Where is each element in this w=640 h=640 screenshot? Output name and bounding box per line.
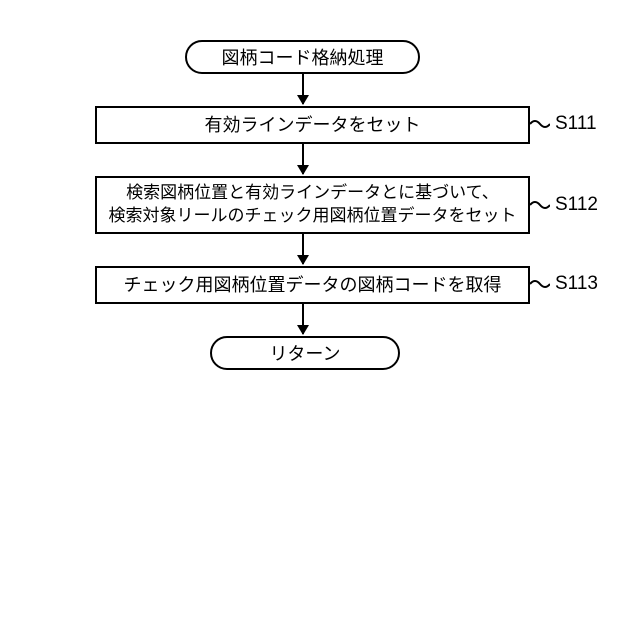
step-label-s112: S112 [555,194,598,216]
edge-s111-s112 [302,144,304,174]
tie-s112 [530,199,550,209]
edge-s113-return [302,304,304,334]
terminal-return-text: リターン [269,340,340,366]
tie-s113 [530,278,550,288]
process-s111-text: 有効ラインデータをセット [205,113,421,137]
terminal-start-text: 図柄コード格納処理 [222,44,384,70]
process-s113: チェック用図柄位置データの図柄コードを取得 [95,266,530,304]
terminal-return: リターン [210,336,400,370]
process-s111: 有効ラインデータをセット [95,106,530,144]
process-s113-text: チェック用図柄位置データの図柄コードを取得 [124,273,502,297]
step-label-s113: S113 [555,273,598,295]
edge-start-s111 [302,74,304,104]
step-label-s111: S111 [555,113,597,135]
flowchart-canvas: 図柄コード格納処理 有効ラインデータをセット S111 検索図柄位置と有効ライン… [0,0,640,640]
tie-s111 [530,118,550,128]
process-s112: 検索図柄位置と有効ラインデータとに基づいて、 検索対象リールのチェック用図柄位置… [95,176,530,234]
process-s112-text: 検索図柄位置と有効ラインデータとに基づいて、 検索対象リールのチェック用図柄位置… [109,182,517,228]
terminal-start: 図柄コード格納処理 [185,40,420,74]
edge-s112-s113 [302,234,304,264]
